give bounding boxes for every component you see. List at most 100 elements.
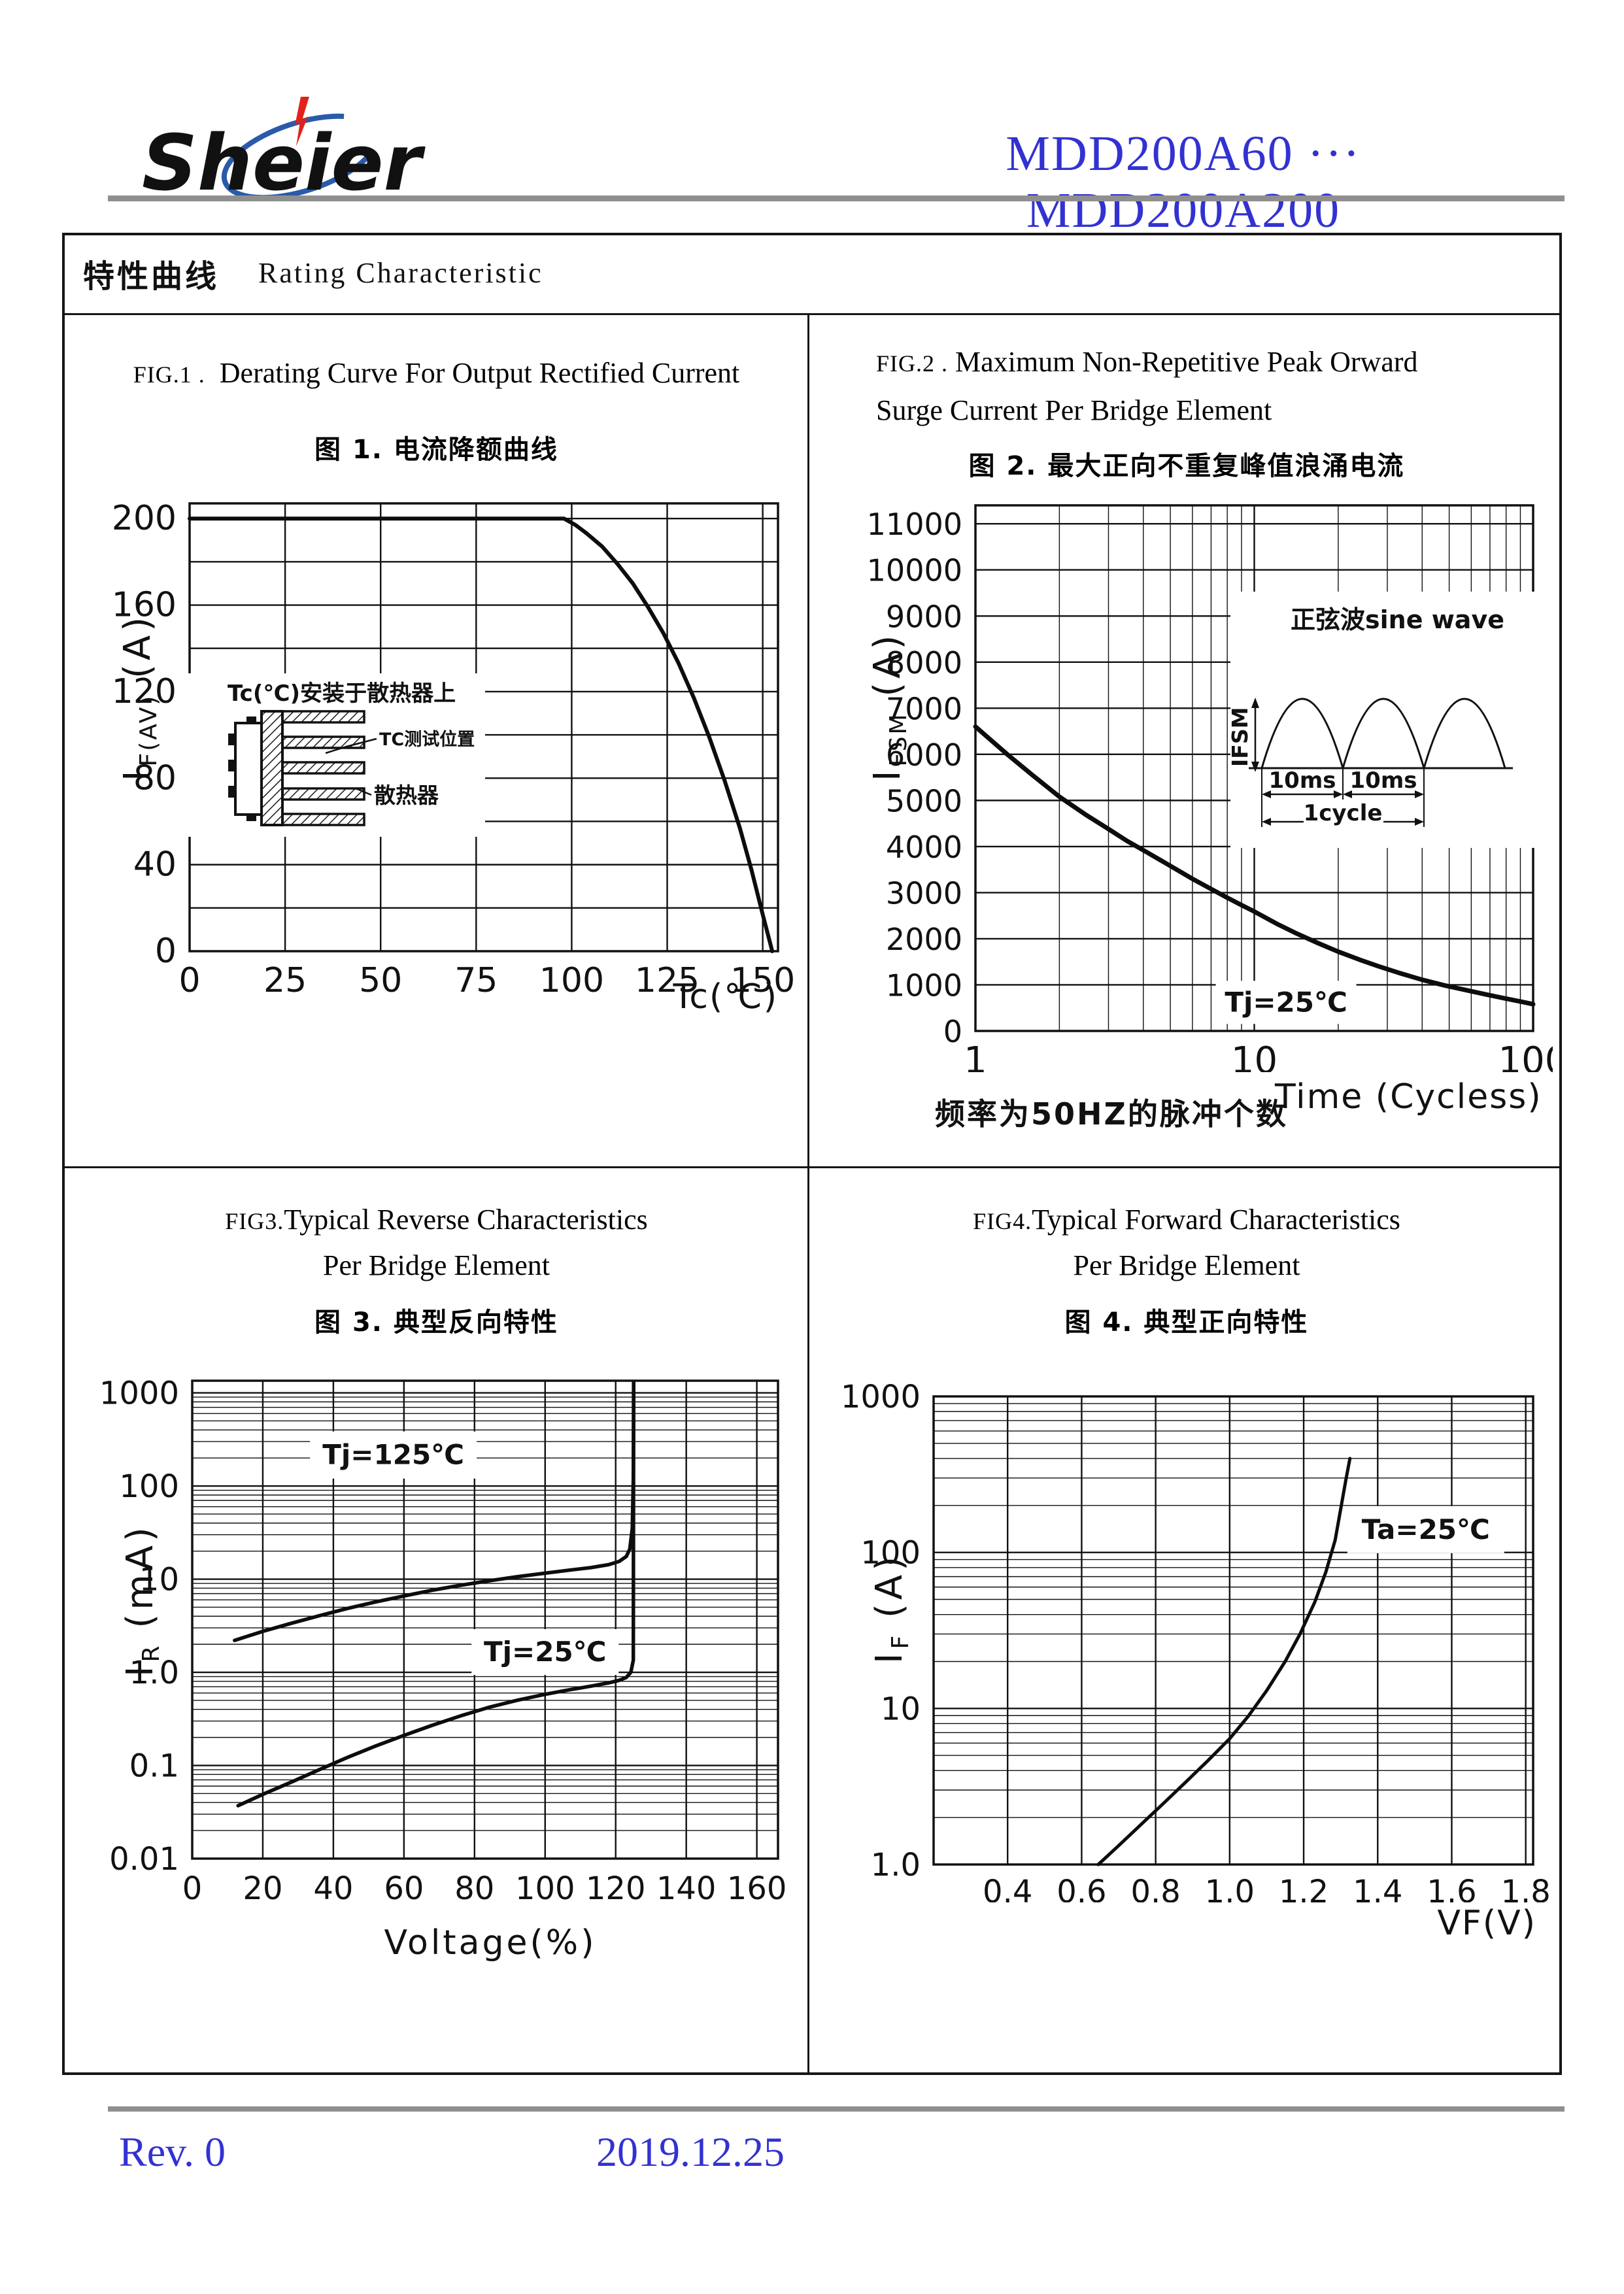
fig1-y-tick: 120 xyxy=(112,672,177,711)
fig3-x-tick: 20 xyxy=(243,1870,282,1902)
fig2-x-tick: 10 xyxy=(1231,1039,1277,1072)
logo-swoosh-icon xyxy=(221,113,381,201)
fig4-title-cn: 图 4. 典型正向特性 xyxy=(1064,1307,1309,1338)
fig3-x-axis-label: Voltage(%) xyxy=(384,1923,597,1963)
fig4-x-tick: 1.2 xyxy=(1279,1874,1328,1902)
footer-revision: Rev. 0 xyxy=(119,2129,226,2175)
fig2-x-tick: 1 xyxy=(964,1039,987,1072)
fig4-x-axis-label: VF(V) xyxy=(1437,1904,1536,1943)
fig2-y-tick: 5000 xyxy=(886,783,962,818)
fig3-curve xyxy=(236,1380,635,1808)
logo-text: Sheier xyxy=(142,118,426,208)
fig3-x-tick: 100 xyxy=(515,1870,575,1902)
fig1-heatsink-inset: Tc(℃)安装于散热器上 TC测试位置 散热器 xyxy=(183,673,485,837)
horizontal-divider xyxy=(62,1166,1562,1168)
fig3-x-tick: 80 xyxy=(454,1870,494,1902)
fig2-y-tick: 7000 xyxy=(886,691,962,726)
fig3-y-tick: 1000 xyxy=(99,1375,179,1412)
fig3-x-tick: 40 xyxy=(313,1870,353,1902)
header-rule xyxy=(108,195,1565,201)
fig4-x-tick: 1.6 xyxy=(1427,1874,1476,1902)
sine-wave-icon xyxy=(1249,698,1513,772)
fig1-y-tick: 160 xyxy=(112,586,177,625)
fig2-y-tick: 9000 xyxy=(886,599,962,634)
fig2-title-en-line2: Surge Current Per Bridge Element xyxy=(876,394,1272,426)
fig1-x-tick: 150 xyxy=(730,961,795,1000)
vertical-divider xyxy=(807,315,809,2075)
fig4-curve xyxy=(1096,1457,1352,1866)
fig4-y-tick: 1000 xyxy=(841,1379,921,1415)
fig1-x-tick: 100 xyxy=(539,961,604,1000)
fig4-annotation: Ta=25℃ xyxy=(1362,1513,1490,1545)
heatsink-icon xyxy=(260,710,365,826)
fig4-y-tick: 1.0 xyxy=(871,1847,921,1883)
fig4-chart: 0.4 0.6 0.8 1.0 1.2 1.4 1.6 1.8 1000 100 10 1.0 Ta=2… xyxy=(841,1379,1551,1902)
section-title-en: Rating Characteristic xyxy=(258,257,543,289)
fig1-inset-title: Tc(℃)安装于散热器上 xyxy=(228,681,456,707)
fig3-curve xyxy=(233,1380,635,1642)
fig3-x-tick: 0 xyxy=(182,1870,203,1902)
fig1-inset-probe-label: TC测试位置 xyxy=(379,729,475,750)
fig4-x-tick: 1.8 xyxy=(1501,1874,1551,1902)
fig3-x-tick: 120 xyxy=(586,1870,646,1902)
footer-date: 2019.12.25 xyxy=(596,2129,785,2175)
fig2-inset-title: 正弦波sine wave xyxy=(1291,605,1504,634)
fig2-y-tick: 3000 xyxy=(886,875,962,911)
fig2-curve xyxy=(973,724,1536,1007)
fig2-x-axis-label-cn: 频率为50HZ的脉冲个数 xyxy=(935,1096,1288,1132)
fig3-y-tick: 0.1 xyxy=(129,1748,179,1785)
section-title-cn: 特性曲线 xyxy=(83,258,220,295)
fig3-title-en-line1: FIG3.Typical Reverse Characteristics xyxy=(225,1204,648,1236)
bridge-module-icon xyxy=(234,722,263,816)
fig1-x-axis-label: Tc(℃) xyxy=(673,977,778,1017)
fig3-title-en-line2: Per Bridge Element xyxy=(322,1249,550,1281)
fig1-title-cn: 图 1. 电流降额曲线 xyxy=(314,435,558,465)
fig1-title-en: FIG.1 . Derating Curve For Output Rectif… xyxy=(133,357,740,389)
fig2-annotation: Tj=25℃ xyxy=(1225,986,1347,1018)
fig4-x-tick: 0.4 xyxy=(983,1874,1032,1902)
fig4-title-en-line1: FIG4.Typical Forward Characteristics xyxy=(973,1204,1400,1236)
fig3-y-tick: 1.0 xyxy=(129,1655,179,1691)
fig1-y-tick: 80 xyxy=(133,758,177,798)
fig2-y-tick: 2000 xyxy=(886,922,962,957)
fig2-y-tick: 8000 xyxy=(886,645,962,681)
fig3-y-tick: 0.01 xyxy=(109,1841,179,1878)
fig3-annotation: Tj=25℃ xyxy=(484,1636,607,1668)
fig1-curve xyxy=(188,516,775,953)
fig3-x-tick: 160 xyxy=(727,1870,787,1902)
fig4-x-tick: 1.0 xyxy=(1205,1874,1255,1902)
company-logo: Sheier xyxy=(142,97,426,208)
fig2-y-tick: 0 xyxy=(943,1014,962,1049)
rating-characteristic-frame xyxy=(62,233,1562,2075)
fig3-y-tick: 10 xyxy=(139,1562,179,1598)
footer-rule xyxy=(108,2106,1565,2112)
fig1-inset-sink-label: 散热器 xyxy=(374,783,439,808)
fig2-y-tick: 6000 xyxy=(886,737,962,773)
fig1-x-tick: 25 xyxy=(263,961,307,1000)
logo-spark-icon xyxy=(295,97,309,146)
fig3-title-cn: 图 3. 典型反向特性 xyxy=(314,1307,558,1338)
fig1-y-tick: 0 xyxy=(155,932,177,971)
fig4-x-tick: 0.8 xyxy=(1130,1874,1180,1902)
fig3-annotation: Tj=125℃ xyxy=(322,1439,464,1471)
fig1-x-tick: 125 xyxy=(635,961,700,1000)
fig4-x-tick: 1.4 xyxy=(1353,1874,1402,1902)
fig2-x-tick: 100 xyxy=(1498,1039,1553,1072)
fig3-x-tick: 140 xyxy=(656,1870,717,1902)
fig3-x-tick: 60 xyxy=(384,1870,424,1902)
fig2-inset-1cycle: 1cycle xyxy=(1304,800,1383,826)
fig4-y-tick: 100 xyxy=(860,1535,921,1572)
fig2-y-tick: 1000 xyxy=(886,968,962,1003)
fig1-x-tick: 50 xyxy=(359,961,402,1000)
fig2-y-tick: 10000 xyxy=(867,553,962,588)
section-header: 特性曲线 Rating Characteristic xyxy=(62,233,1562,315)
fig3-chart: 0 20 40 60 80 100 120 140 160 1000 100 10 1.0 0.1 0.01… xyxy=(99,1375,787,1902)
fig4-x-tick: 0.6 xyxy=(1057,1874,1106,1902)
document-title: MDD200A60 ··· MDD200A200 xyxy=(1006,126,1361,238)
fig4-title-en-line2: Per Bridge Element xyxy=(1073,1249,1300,1281)
fig2-y-tick: 11000 xyxy=(867,507,962,542)
fig2-sinewave-inset: 正弦波sine wave IFSM 10ms 10ms 1cycle xyxy=(1230,592,1535,848)
fig2-x-axis-label: Time (Cycless) xyxy=(1275,1077,1542,1117)
fig1-y-tick: 40 xyxy=(133,845,177,885)
fig2-title-en-line1: FIG.2 . Maximum Non-Repetitive Peak Orwa… xyxy=(876,346,1418,378)
